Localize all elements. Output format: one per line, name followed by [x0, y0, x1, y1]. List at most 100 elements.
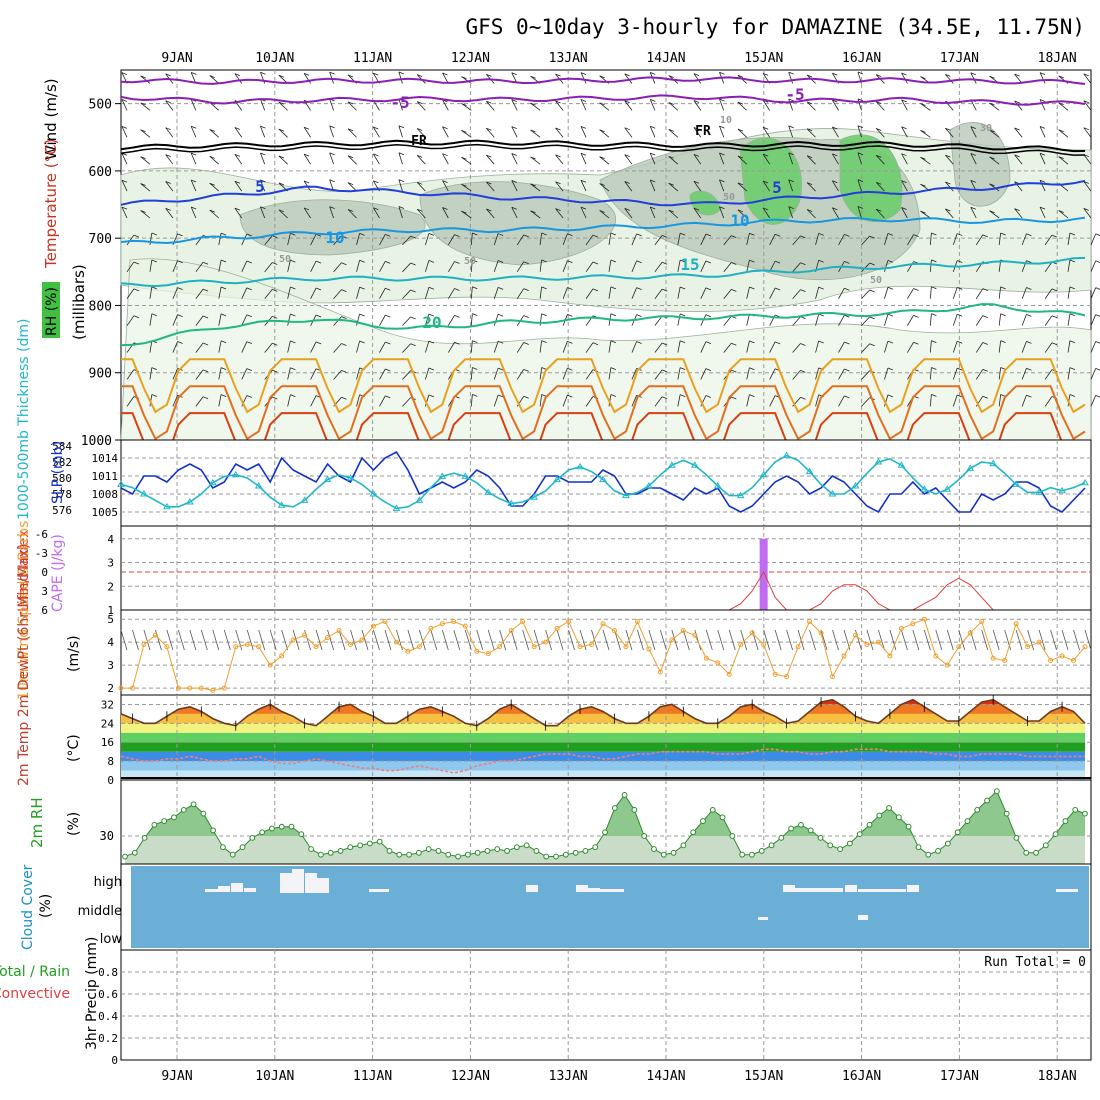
wind-barb-flag: [202, 288, 209, 292]
wind-barb-flag: [428, 313, 435, 317]
wind-barb-flag: [417, 101, 423, 104]
wind-barb-flag: [945, 181, 951, 185]
rh2m-point: [131, 849, 138, 856]
wind-barb: [1067, 286, 1071, 299]
wind-barb: [806, 182, 816, 192]
day-label-top-18JAN: 18JAN: [1038, 51, 1077, 66]
wind10m-barb: [912, 629, 920, 651]
wind-barb-flag: [1069, 340, 1076, 344]
wind-barb-flag: [1026, 340, 1032, 344]
wind-barb: [287, 340, 291, 353]
wind-barb-flag: [800, 262, 806, 266]
wind-barb-flag: [121, 99, 128, 102]
wind-barb-flag: [719, 98, 725, 102]
wind-barb: [511, 180, 518, 192]
wind-barb: [234, 127, 243, 138]
thickness-marker: [484, 488, 493, 495]
wind-barb: [402, 316, 411, 326]
wind-barb: [329, 152, 334, 165]
cloud-block-7: [317, 878, 329, 893]
wind-barb-flag: [472, 286, 478, 290]
wind-barb-flag: [567, 287, 573, 290]
day-label-bottom-16JAN: 16JAN: [842, 1069, 881, 1084]
wind-barb-flag: [650, 179, 656, 183]
wind-barb: [580, 206, 587, 219]
wind-barb: [723, 342, 732, 353]
wind-barb-flag: [788, 71, 794, 75]
wind-barb-flag: [461, 76, 467, 79]
day-label-top-10JAN: 10JAN: [255, 51, 294, 66]
temp-tick-0: 0: [107, 774, 114, 787]
wind-barb-flag: [650, 206, 656, 210]
wind-barb-flag: [719, 152, 725, 156]
rh2m-point: [553, 853, 559, 860]
wind-barb: [287, 367, 291, 380]
wind-barb-flag: [290, 367, 296, 371]
wind-barb: [1044, 261, 1053, 273]
wind-barb-flag: [806, 128, 813, 132]
wind-barb-flag: [800, 370, 806, 373]
rh2m-point: [954, 829, 961, 836]
wind-barb: [511, 153, 518, 165]
wind-barb: [832, 207, 839, 219]
thickness-marker: [667, 461, 676, 468]
wind-barb-flag: [661, 234, 668, 238]
wind-barb: [402, 262, 411, 273]
rh2m-point: [768, 842, 775, 849]
rh2m-point: [984, 797, 990, 804]
wind-barb-flag: [920, 210, 926, 214]
wind-barb: [447, 342, 455, 353]
wind-barb-flag: [541, 232, 547, 236]
wind-barb-flag: [398, 179, 405, 182]
wind-barb-flag: [806, 182, 813, 185]
wind-barb: [190, 126, 197, 138]
wind-barb-flag: [610, 367, 617, 370]
wind-barb-flag: [580, 72, 587, 75]
rh-band-90-b: [839, 134, 903, 223]
wind-barb-flag: [1069, 286, 1076, 290]
wind-barb: [719, 152, 725, 165]
day-label-top-17JAN: 17JAN: [940, 51, 979, 66]
rh2m-point: [719, 814, 726, 821]
wind-barb-flag: [373, 126, 379, 130]
wind-barb: [700, 233, 707, 246]
wind10m-barb: [338, 629, 346, 651]
wind-barb-flag: [749, 367, 755, 371]
wind10m-barb: [614, 629, 621, 651]
day-label-top-12JAN: 12JAN: [451, 51, 490, 66]
wind-barb: [723, 316, 732, 326]
wind-barb: [347, 128, 357, 138]
wind10m-barb: [763, 629, 771, 651]
wind-barb: [126, 315, 135, 326]
wind-barb: [264, 262, 273, 273]
temp-band-12: [121, 742, 1085, 752]
wind10m-barb: [223, 629, 231, 651]
wind10m-point: [967, 630, 973, 636]
wind-barb-flag: [844, 287, 850, 291]
wind-barb-flag: [454, 261, 460, 264]
wind-barb-flag: [220, 259, 227, 263]
wind-barb-flag: [202, 396, 209, 400]
wind10m-point: [600, 621, 606, 627]
wind-barb: [580, 72, 587, 84]
wind-barb: [555, 208, 564, 219]
wind10m-barb: [832, 629, 839, 651]
wind-barb-flag: [661, 396, 668, 400]
wind-barb: [398, 179, 403, 192]
wind-barb-flag: [668, 75, 674, 78]
wind-barb-flag: [278, 74, 285, 78]
wind-barb-flag: [497, 233, 504, 236]
wind-barb-flag: [800, 235, 806, 239]
wind-barb-flag: [705, 314, 712, 318]
thickness-marker: [966, 464, 975, 471]
rh2m-point: [220, 844, 226, 851]
wind-barb: [585, 396, 594, 407]
wind-barb: [1058, 102, 1069, 111]
wind10m-point: [302, 632, 308, 638]
wind-barb: [907, 342, 914, 353]
wind-barb-flag: [1039, 152, 1046, 156]
wind-barb: [402, 289, 411, 300]
wind-barb-flag: [442, 180, 448, 183]
wind-barb: [998, 340, 1002, 353]
